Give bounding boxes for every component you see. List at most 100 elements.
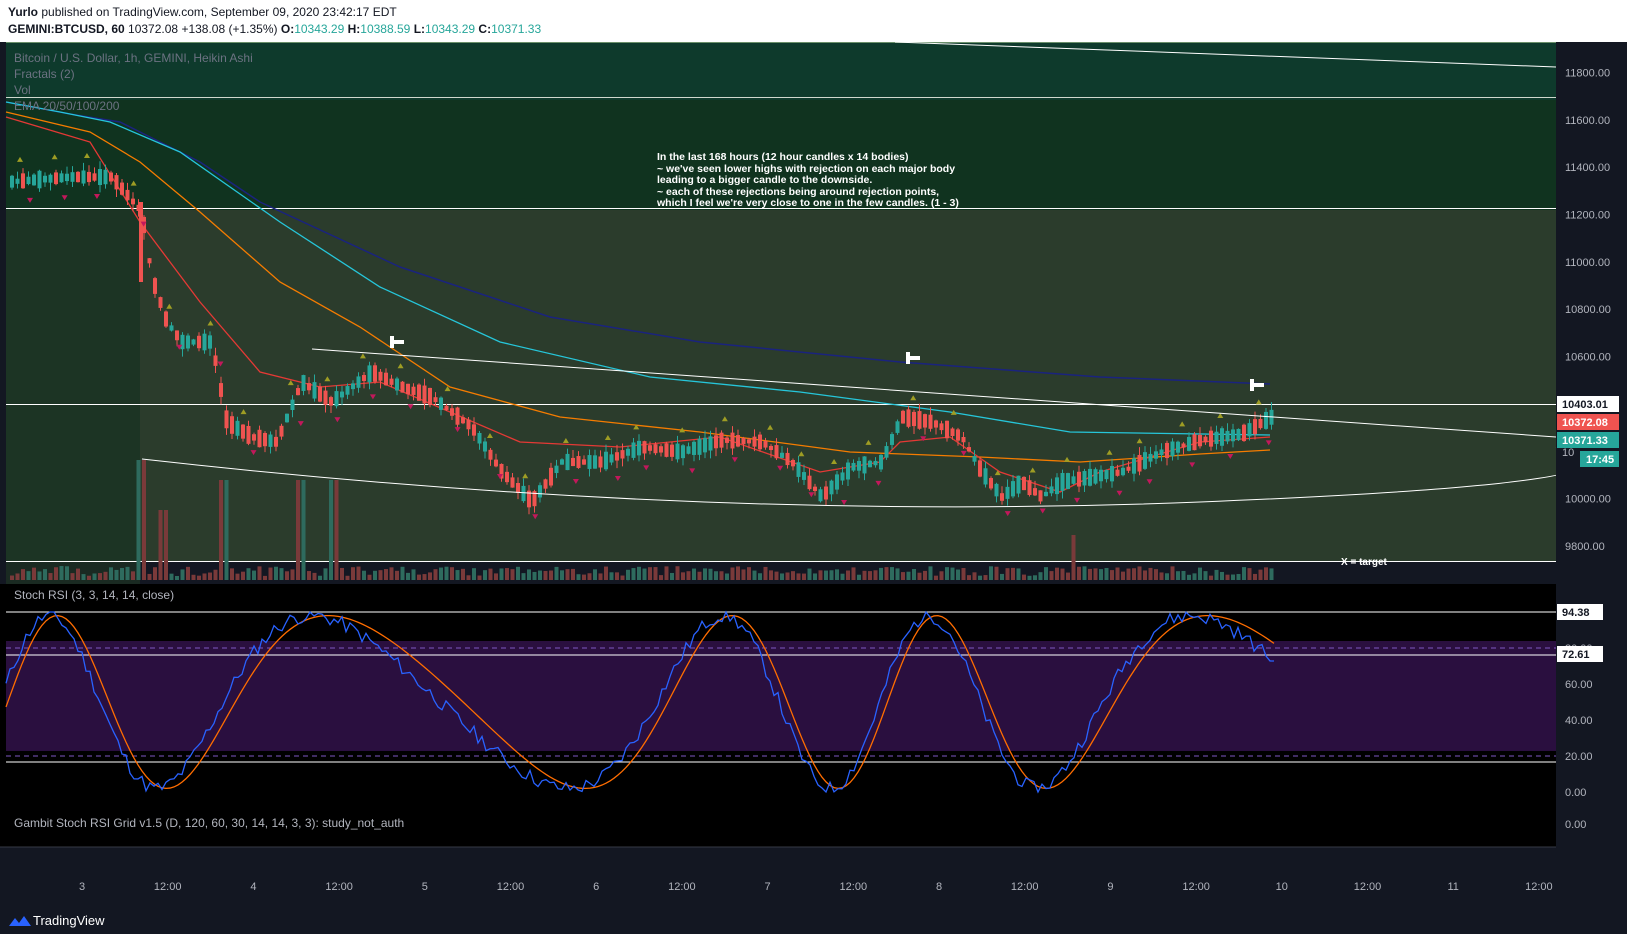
- legend-volume[interactable]: Vol: [14, 83, 31, 97]
- candle-body: [598, 456, 603, 468]
- volume-bar: [879, 567, 883, 580]
- gambit-legend[interactable]: Gambit Stoch RSI Grid v1.5 (D, 120, 60, …: [14, 816, 405, 830]
- volume-bar: [554, 566, 559, 580]
- fractal-up-marker: [1217, 412, 1224, 418]
- fractal-down-marker: [532, 514, 539, 520]
- candle-body: [1005, 486, 1010, 499]
- tradingview-brand[interactable]: TradingView: [33, 913, 105, 928]
- volume-bar: [615, 572, 619, 580]
- candle-body: [730, 432, 735, 449]
- top-zone: [6, 42, 1556, 100]
- chart-legend-title[interactable]: Bitcoin / U.S. Dollar, 1h, GEMINI, Heiki…: [14, 51, 253, 65]
- candle-body: [527, 490, 531, 508]
- candle-body: [516, 482, 520, 494]
- fractal-down-marker: [1227, 453, 1234, 459]
- candle-body: [1110, 465, 1114, 482]
- open-label: O:: [280, 22, 295, 36]
- volume-bar: [274, 566, 278, 580]
- price-tick-label: 11200.00: [1565, 210, 1610, 222]
- volume-bar: [846, 570, 850, 580]
- candle-body: [180, 334, 185, 350]
- flag-pole: [1250, 379, 1254, 391]
- candle-body: [158, 297, 163, 308]
- time-tick-label: 12:00: [840, 881, 868, 893]
- close-value: 10371.33: [491, 22, 542, 36]
- fractal-up-marker: [721, 416, 728, 422]
- volume-bar: [1055, 567, 1059, 580]
- stoch-tick-label: 0.00: [1565, 787, 1586, 799]
- volume-bar: [98, 573, 102, 580]
- candle-body: [1099, 469, 1103, 482]
- close-label: C:: [478, 22, 492, 36]
- candle-body: [675, 443, 680, 460]
- gambit-tick-label: 0.00: [1565, 819, 1586, 831]
- volume-bar: [499, 568, 504, 580]
- fractal-down-marker: [250, 450, 257, 456]
- chart-canvas[interactable]: 11800.00 11600.00 11400.00 11200.00 11000.00…: [0, 41, 1627, 907]
- volume-bar: [697, 571, 702, 580]
- flag-pole: [390, 336, 394, 348]
- volume-bar: [648, 567, 652, 580]
- volume-bar: [142, 460, 146, 580]
- volume-bar: [873, 570, 878, 580]
- stoch-legend[interactable]: Stoch RSI (3, 3, 14, 14, close): [14, 588, 175, 602]
- fractal-down-marker: [140, 221, 147, 227]
- volume-bar: [1148, 567, 1153, 580]
- volume-bar: [818, 570, 823, 580]
- volume-bar: [1066, 572, 1070, 580]
- candle-body: [1071, 476, 1076, 484]
- fractal-up-marker: [522, 473, 529, 479]
- volume-bar: [268, 567, 273, 580]
- volume-bar: [587, 573, 592, 580]
- fractal-up-marker: [831, 458, 838, 464]
- time-tick-label: 12:00: [668, 881, 696, 893]
- volume-bar: [708, 568, 713, 580]
- candle-body: [499, 463, 504, 479]
- author-name[interactable]: Yurlo: [8, 5, 39, 19]
- candle-body: [296, 388, 300, 396]
- legend-fractals[interactable]: Fractals (2): [14, 67, 75, 81]
- volume-bar: [455, 570, 460, 580]
- volume-bar: [483, 570, 487, 580]
- flag-cloth: [394, 340, 404, 344]
- volume-bar: [763, 566, 768, 580]
- candle-body: [576, 456, 581, 468]
- volume-bar: [334, 480, 339, 580]
- close-price-label-bg: [1557, 432, 1619, 448]
- fractal-up-marker: [910, 395, 917, 401]
- annotation-text[interactable]: In the last 168 hours (12 hour candles x…: [657, 151, 959, 210]
- candle-body: [378, 371, 383, 381]
- volume-bar: [472, 568, 476, 580]
- candle-body: [923, 414, 927, 428]
- candle-body: [98, 168, 102, 186]
- volume-bar: [136, 460, 141, 580]
- chart-area[interactable]: 11800.00 11600.00 11400.00 11200.00 11000.00…: [0, 41, 1627, 907]
- symbol-label[interactable]: GEMINI:BTCUSD, 60: [8, 22, 125, 36]
- volume-bar: [785, 572, 790, 580]
- volume-bar: [901, 572, 905, 580]
- candle-body: [565, 453, 570, 471]
- volume-bar: [1121, 571, 1125, 580]
- candle-body: [340, 391, 344, 398]
- price-tick-label: 10800.00: [1565, 304, 1611, 316]
- candle-body: [1121, 467, 1125, 476]
- candle-body: [257, 429, 262, 448]
- legend-ema[interactable]: EMA 20/50/100/200: [14, 99, 120, 113]
- volume-bar: [296, 480, 300, 580]
- candle-body: [1016, 475, 1021, 494]
- fractal-down-marker: [1116, 490, 1123, 496]
- candle-body: [719, 432, 724, 448]
- volume-bar: [1000, 573, 1004, 580]
- candle-body: [945, 420, 949, 439]
- volume-bar: [21, 569, 25, 580]
- candle-body: [120, 182, 124, 195]
- candle-body: [384, 372, 388, 386]
- ohlc-line: GEMINI:BTCUSD, 60 10372.08 +138.08 (+1.3…: [8, 22, 541, 36]
- fractal-up-marker: [633, 424, 640, 430]
- volume-bar: [37, 571, 42, 580]
- volume-bar: [114, 569, 119, 580]
- volume-bar: [1077, 566, 1081, 580]
- volume-bar: [279, 568, 284, 580]
- fractal-down-marker: [689, 468, 696, 474]
- target-note[interactable]: X = target: [1341, 557, 1387, 568]
